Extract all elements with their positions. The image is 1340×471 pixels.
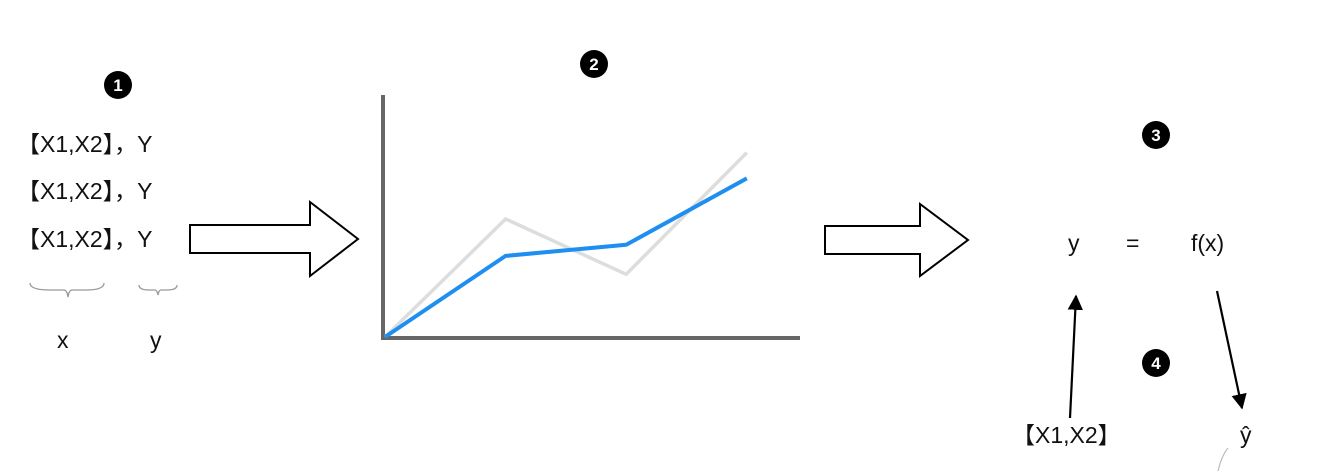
dataset-row: 【X1,X2】，Y xyxy=(17,131,153,157)
step-1-badge: 1 xyxy=(104,71,132,99)
decorative-stroke xyxy=(1217,447,1229,471)
step-3-badge: 3 xyxy=(1142,121,1170,149)
equation-lhs: y xyxy=(1068,230,1080,256)
dataset-row: 【X1,X2】，Y xyxy=(17,178,153,204)
line-chart xyxy=(381,95,800,340)
step-4-badge: 4 xyxy=(1142,349,1170,377)
flow-arrow-2 xyxy=(824,202,970,278)
equation-equals: = xyxy=(1126,230,1140,256)
actual-series-line xyxy=(383,151,749,339)
flow-arrow-1 xyxy=(189,199,360,279)
output-arrow xyxy=(1215,290,1247,410)
dataset-row: 【X1,X2】，Y xyxy=(17,226,153,252)
prediction-input: 【X1,X2】 xyxy=(1012,422,1121,448)
prediction-output: ŷ xyxy=(1240,422,1252,448)
input-arrow xyxy=(1067,294,1084,419)
equation-rhs: f(x) xyxy=(1191,230,1225,256)
fitted-series-line xyxy=(383,176,748,339)
target-brace xyxy=(138,284,178,296)
features-brace xyxy=(29,282,105,298)
features-label: x xyxy=(57,327,69,353)
target-label: y xyxy=(150,327,162,353)
step-2-badge: 2 xyxy=(580,50,608,78)
